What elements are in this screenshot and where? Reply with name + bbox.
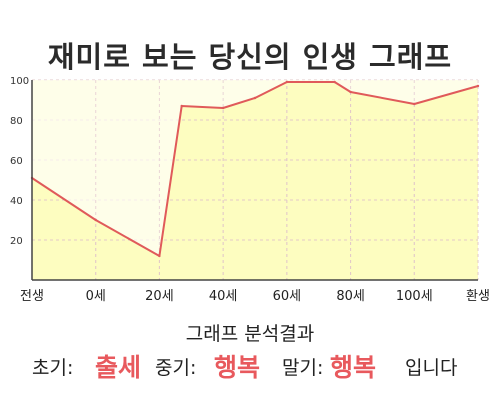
analysis-result-line: 초기: 출세 중기: 행복 말기: 행복 입니다 [0,345,500,382]
data-point-2 [158,254,161,258]
data-point-10 [476,84,480,88]
data-point-7 [333,80,336,84]
data-point-9 [413,102,416,106]
data-point-1 [94,218,97,222]
y-tick-label-60: 60 [10,156,23,167]
x-tick-label-2: 20세 [145,289,174,304]
mid-label: 중기: [155,357,197,379]
mid-value: 행복 [214,353,261,382]
x-tick-label-1: 0세 [86,289,106,304]
y-tick-label-20: 20 [10,236,23,247]
data-point-4 [221,106,225,110]
x-tick-label-3: 40세 [209,289,238,304]
x-tick-label-7: 환생 [466,289,490,304]
x-tick-label-5: 80세 [336,289,365,304]
data-point-5 [253,96,257,100]
y-tick-label-40: 40 [10,196,23,207]
data-point-8 [349,90,352,94]
late-label: 말기: [282,357,324,379]
data-point-6 [285,80,289,84]
late-value: 행복 [330,353,377,382]
early-value: 출세 [95,353,142,382]
x-tick-label-6: 100세 [396,289,433,304]
area-above-line [32,80,478,256]
y-tick-label-80: 80 [10,116,23,127]
chart-title: 재미로 보는 당신의 인생 그래프 [47,40,453,74]
analysis-heading: 그래프 분석결과 [185,323,315,345]
x-tick-label-4: 60세 [273,289,302,304]
early-label: 초기: [32,357,74,379]
y-tick-label-100: 100 [10,76,29,87]
x-tick-label-0: 전생 [20,289,44,304]
ending-text: 입니다 [405,357,458,379]
data-point-3 [180,104,183,108]
